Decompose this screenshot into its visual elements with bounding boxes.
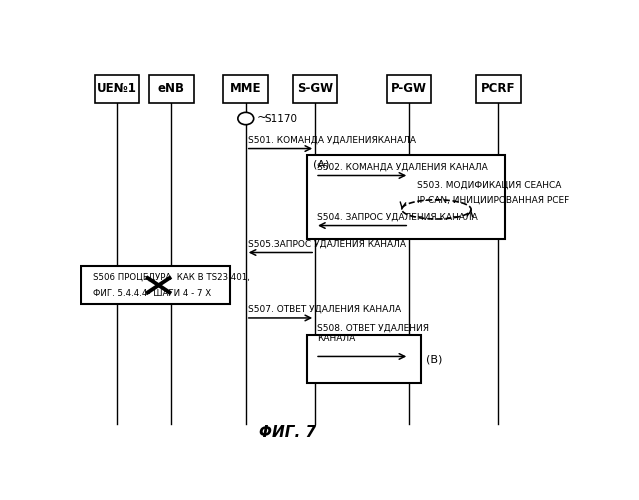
Text: ΦИГ. 7: ΦИГ. 7 xyxy=(259,426,316,440)
Bar xyxy=(307,155,505,239)
Text: S504. ЗАПРОС УДАЛЕНИЯ КАНАЛА: S504. ЗАПРОС УДАЛЕНИЯ КАНАЛА xyxy=(317,212,478,222)
Text: eNB: eNB xyxy=(158,82,185,96)
Text: S1170: S1170 xyxy=(265,114,298,124)
Text: S501. КОМАНДА УДАЛЕНИЯКАНАЛА: S501. КОМАНДА УДАЛЕНИЯКАНАЛА xyxy=(248,136,416,144)
Bar xyxy=(293,75,337,102)
Text: (A): (A) xyxy=(312,160,329,170)
Text: S507. ОТВЕТ УДАЛЕНИЯ КАНАЛА: S507. ОТВЕТ УДАЛЕНИЯ КАНАЛА xyxy=(248,305,401,314)
Text: S503. МОДИФИКАЦИЯ СЕАНСА: S503. МОДИФИКАЦИЯ СЕАНСА xyxy=(417,180,561,190)
Bar xyxy=(81,266,230,304)
Text: IP-CAN, ИНИЦИИРОВАННАЯ PCEF: IP-CAN, ИНИЦИИРОВАННАЯ PCEF xyxy=(417,196,569,205)
Text: P-GW: P-GW xyxy=(391,82,427,96)
Text: ~: ~ xyxy=(256,110,266,124)
Text: S508. ОТВЕТ УДАЛЕНИЯ
КАНАЛА: S508. ОТВЕТ УДАЛЕНИЯ КАНАЛА xyxy=(317,324,429,343)
Bar xyxy=(150,75,194,102)
Text: S502. КОМАНДА УДАЛЕНИЯ КАНАЛА: S502. КОМАНДА УДАЛЕНИЯ КАНАЛА xyxy=(317,162,488,172)
Text: S-GW: S-GW xyxy=(297,82,333,96)
Text: MME: MME xyxy=(230,82,261,96)
Bar xyxy=(224,75,268,102)
Text: S505.ЗАПРОС УДАЛЕНИЯ КАНАЛА: S505.ЗАПРОС УДАЛЕНИЯ КАНАЛА xyxy=(248,240,406,248)
Bar xyxy=(307,336,420,384)
Ellipse shape xyxy=(402,200,471,219)
Text: PCRF: PCRF xyxy=(481,82,516,96)
Text: ФИГ. 5.4.4.4- ШАГИ 4 - 7 X: ФИГ. 5.4.4.4- ШАГИ 4 - 7 X xyxy=(93,289,212,298)
Bar xyxy=(476,75,521,102)
Bar xyxy=(95,75,139,102)
Circle shape xyxy=(238,112,254,124)
Text: S506 ПРОЦЕДУРА  КАК В TS23.401,: S506 ПРОЦЕДУРА КАК В TS23.401, xyxy=(93,272,250,281)
Bar xyxy=(387,75,431,102)
Text: UE№1: UE№1 xyxy=(97,82,137,96)
Text: (B): (B) xyxy=(426,354,442,364)
